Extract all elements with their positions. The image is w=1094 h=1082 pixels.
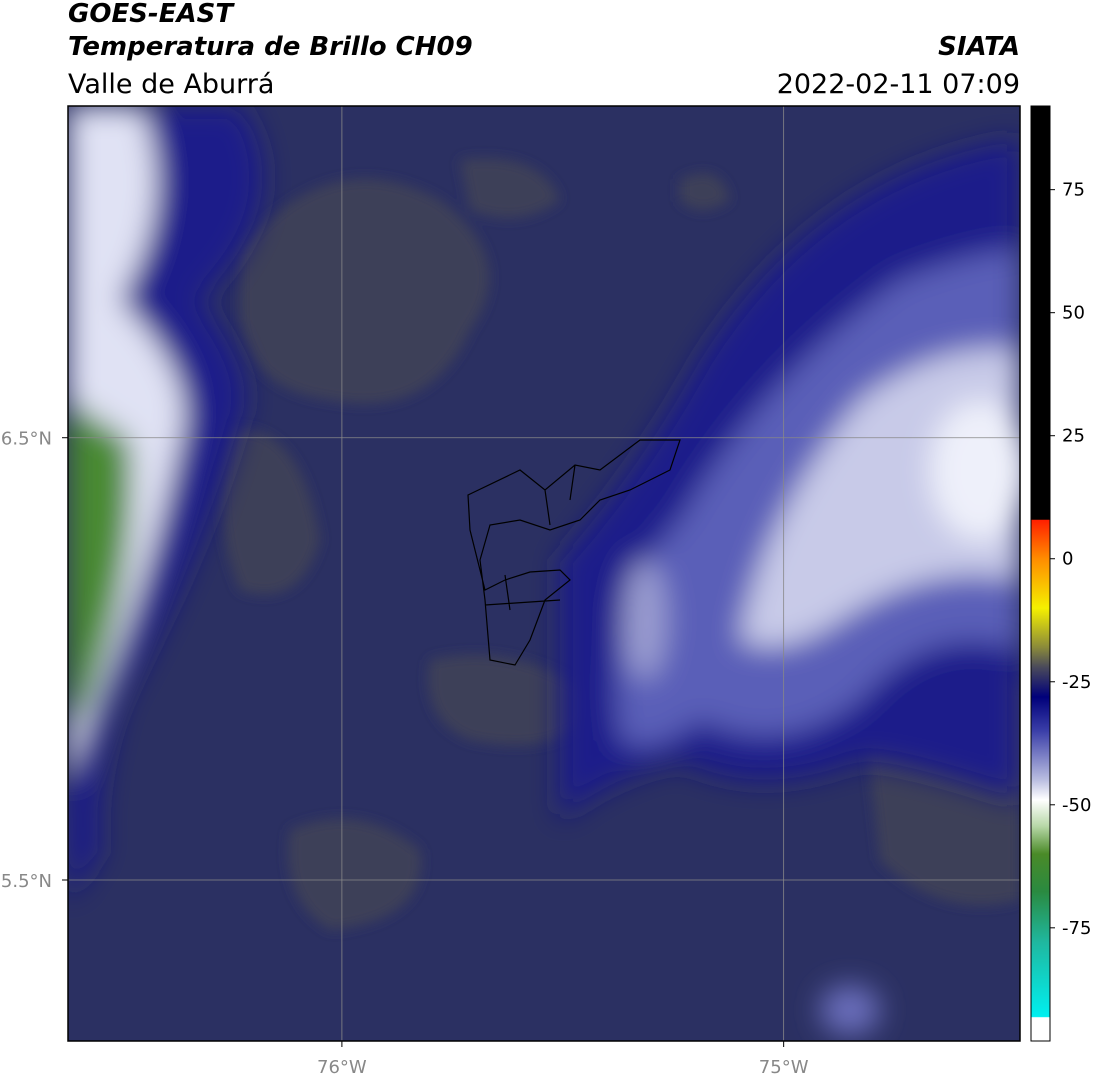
region: Valle de Aburrá: [68, 69, 274, 100]
colorbar-label: -50: [1062, 795, 1091, 816]
map-frame: [67, 105, 1021, 1042]
colorbar-label: 75: [1062, 180, 1085, 201]
datetime: 2022-02-11 07:09: [777, 69, 1020, 100]
municipality-borders: [467, 439, 681, 666]
source: SIATA: [938, 32, 1020, 62]
colorbar-label: -75: [1062, 918, 1091, 939]
subtitle: Temperatura de Brillo CH09: [68, 32, 473, 62]
y-tick-label: 6.5°N: [1, 429, 52, 450]
colorbar-label: 25: [1062, 426, 1085, 447]
title: GOES-EAST: [68, 0, 235, 29]
y-tick-label: 5.5°N: [1, 871, 52, 892]
colorbar-label: 0: [1062, 549, 1073, 570]
map-image: [68, 106, 1020, 1041]
colorbar-label: 50: [1062, 303, 1085, 324]
x-tick-label: 75°W: [759, 1057, 809, 1078]
x-tick-label: 76°W: [317, 1057, 367, 1078]
colorbar-label: -25: [1062, 672, 1091, 693]
colorbar: [1030, 105, 1051, 1042]
